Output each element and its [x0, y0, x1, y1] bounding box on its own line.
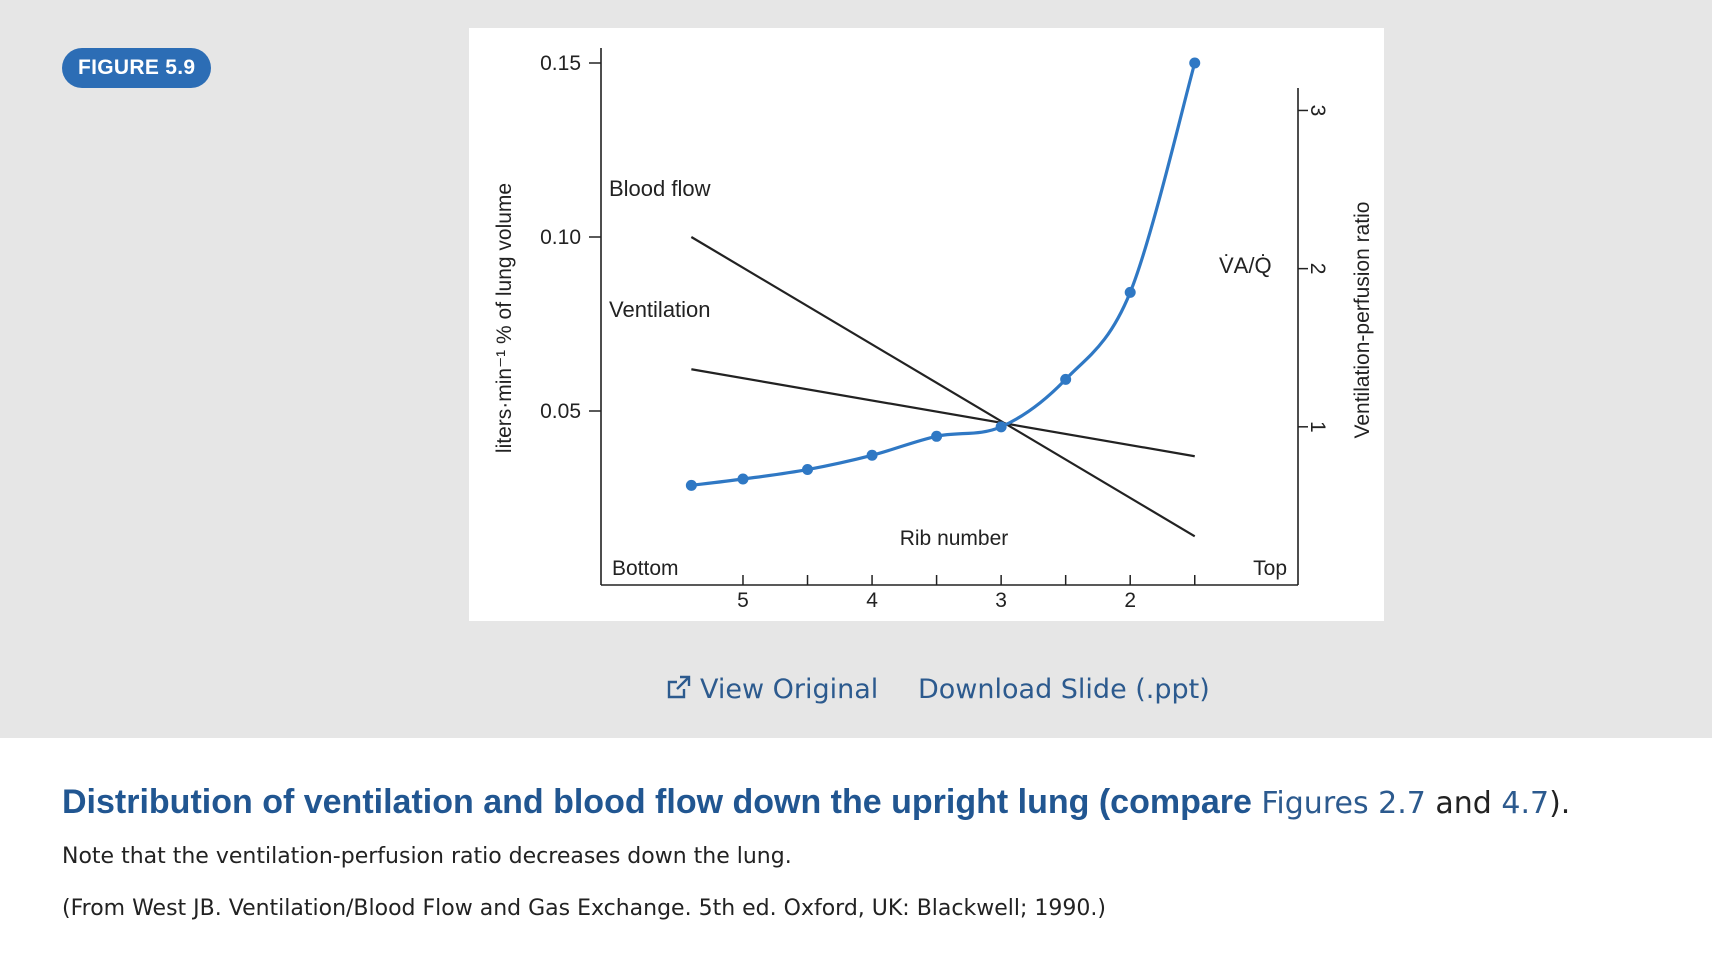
x-tick-label: 3 [995, 589, 1007, 612]
caption-and: and [1425, 786, 1502, 821]
y-right-axis-label: Ventilation-perfusion ratio [1351, 202, 1374, 439]
series-label-ventilation: Ventilation [609, 297, 711, 322]
series-vq-ratio-point [737, 473, 749, 485]
x-axis-label: Rib number [900, 527, 1009, 550]
x-axis-end-label-bottom: Bottom [612, 557, 679, 580]
external-link-icon [667, 675, 691, 699]
view-original-link[interactable]: View Original [664, 670, 878, 710]
y-left-tick-label: 0.05 [540, 400, 581, 423]
download-slide-link[interactable]: Download Slide (.ppt) [918, 674, 1210, 705]
view-original-label: View Original [700, 674, 879, 705]
y-left-axis-label: liters·min⁻¹ % of lung volume [493, 183, 516, 453]
series-vq-ratio-line [691, 62, 1197, 487]
series-vq-ratio-point [802, 464, 814, 476]
caption-note: Note that the ventilation-perfusion rati… [62, 844, 792, 869]
series-vq-ratio-point [1124, 286, 1136, 298]
figure-image: 0.05 0.10 0.15 1 2 3 5 4 3 2 liters·min⁻¹ % of lun… [469, 28, 1384, 621]
x-tick-label: 5 [737, 589, 749, 612]
figure-ref-link-2-7[interactable]: Figures 2.7 [1261, 786, 1426, 821]
series-vq-ratio-point [931, 430, 943, 442]
y-right-tick-label: 2 [1306, 263, 1329, 275]
series-vq-ratio-point [685, 479, 697, 491]
chart: 0.05 0.10 0.15 1 2 3 5 4 3 2 liters·min⁻¹ % of lun… [493, 48, 1374, 612]
figure-viewer: FIGURE 5.9 0.05 0.10 0.15 1 2 3 5 4 3 2 liters·min… [0, 0, 1712, 738]
caption-title-text: Distribution of ventilation and blood fl… [62, 783, 1262, 821]
y-right-tick-label: 1 [1306, 421, 1329, 433]
series-blood-flow-line [690, 236, 1196, 538]
figure-caption: Distribution of ventilation and blood fl… [62, 778, 1662, 924]
figure-actions: View Original Download Slide (.ppt) [0, 670, 1712, 714]
series-label-blood-flow: Blood flow [609, 176, 711, 201]
y-right-tick-label: 3 [1306, 105, 1329, 117]
series-vq-ratio-point [1060, 373, 1072, 385]
series-vq-ratio-point [866, 449, 878, 461]
caption-title: Distribution of ventilation and blood fl… [62, 778, 1662, 828]
series-ventilation-line [691, 368, 1195, 458]
series-vq-ratio-point [1189, 57, 1201, 69]
x-axis-end-label-top: Top [1253, 557, 1287, 580]
series-label-vq-ratio: V̇A/Q̇ [1219, 253, 1272, 278]
figure-ref-link-4-7[interactable]: 4.7 [1501, 786, 1550, 821]
y-left-tick-label: 0.10 [540, 226, 581, 249]
series-vq-ratio-point [995, 421, 1007, 433]
x-tick-label: 4 [866, 589, 878, 612]
y-left-tick-label: 0.15 [540, 52, 581, 75]
caption-source: (From West JB. Ventilation/Blood Flow an… [62, 896, 1106, 921]
caption-close: ). [1549, 786, 1571, 821]
figure-badge: FIGURE 5.9 [62, 48, 212, 88]
x-tick-label: 2 [1124, 589, 1136, 612]
